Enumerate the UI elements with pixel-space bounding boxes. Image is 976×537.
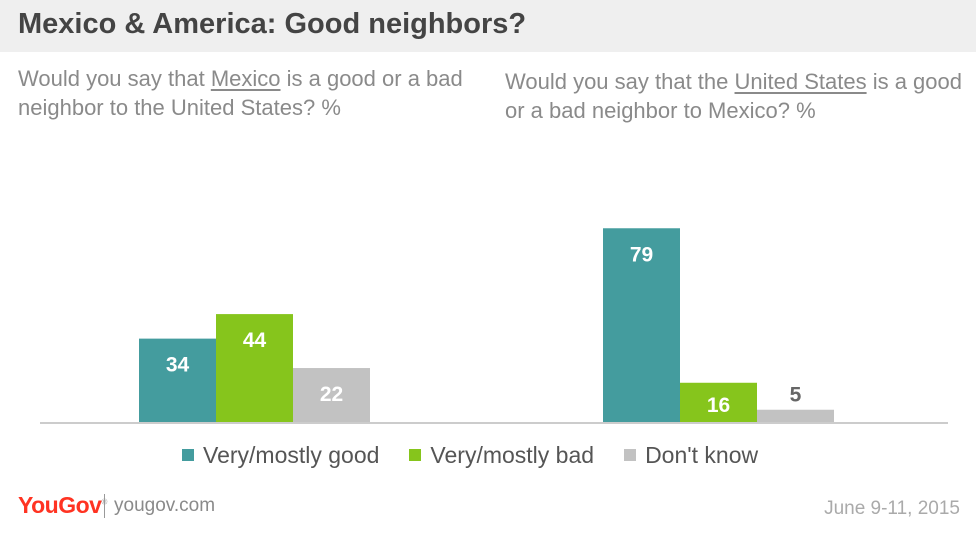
header-bar: [0, 0, 976, 52]
legend-swatch-bad: [409, 449, 422, 461]
footer-site-link[interactable]: yougov.com: [114, 495, 216, 516]
page-title: Mexico & America: Good neighbors?: [18, 8, 527, 40]
bar-dont-know-1: [293, 368, 370, 422]
legend-item-good: Very/mostly good: [182, 442, 379, 469]
data-label-dont-know-1: 22: [320, 383, 343, 406]
bar-good-2: [603, 228, 680, 422]
legend-swatch-dont-know: [624, 449, 637, 461]
legend-swatch-good: [182, 449, 194, 461]
legend-label-good: Very/mostly good: [203, 441, 380, 468]
data-label-good-1: 34: [166, 354, 190, 377]
bar-bad-1: [216, 314, 293, 422]
data-label-dont-know-2: 5: [790, 384, 802, 407]
yougov-logo: YouGov®: [18, 492, 107, 519]
question-left: Would you say that Mexico is a good or a…: [18, 64, 478, 122]
question-left-emphasis: Mexico: [210, 66, 281, 91]
legend-label-bad: Very/mostly bad: [430, 441, 595, 468]
footer-date: June 9-11, 2015: [824, 498, 960, 519]
legend-item-dont-know: Don't know: [624, 442, 758, 469]
question-right-post: is a good or a bad neighbor to Mexico? %: [505, 69, 962, 123]
bar-bad-2: [680, 382, 757, 422]
bar-good-1: [139, 338, 216, 422]
legend-item-bad: Very/mostly bad: [409, 442, 594, 469]
brand-name: YouGov: [18, 492, 102, 518]
question-right: Would you say that the United States is …: [505, 67, 965, 125]
data-label-good-2: 79: [630, 243, 653, 266]
question-left-pre: Would you say that: [18, 66, 211, 91]
legend: Very/mostly good Very/mostly bad Don't k…: [182, 440, 788, 470]
data-label-bad-2: 16: [707, 394, 730, 417]
question-left-post: is a good or a bad neighbor to the Unite…: [18, 66, 463, 120]
data-label-bad-1: 44: [243, 329, 267, 352]
legend-label-dont-know: Don't know: [645, 441, 759, 468]
bar-dont-know-2: [757, 409, 834, 422]
question-right-pre: Would you say that the: [505, 69, 735, 94]
question-right-emphasis: United States: [734, 69, 867, 94]
footer-divider: [104, 494, 105, 518]
